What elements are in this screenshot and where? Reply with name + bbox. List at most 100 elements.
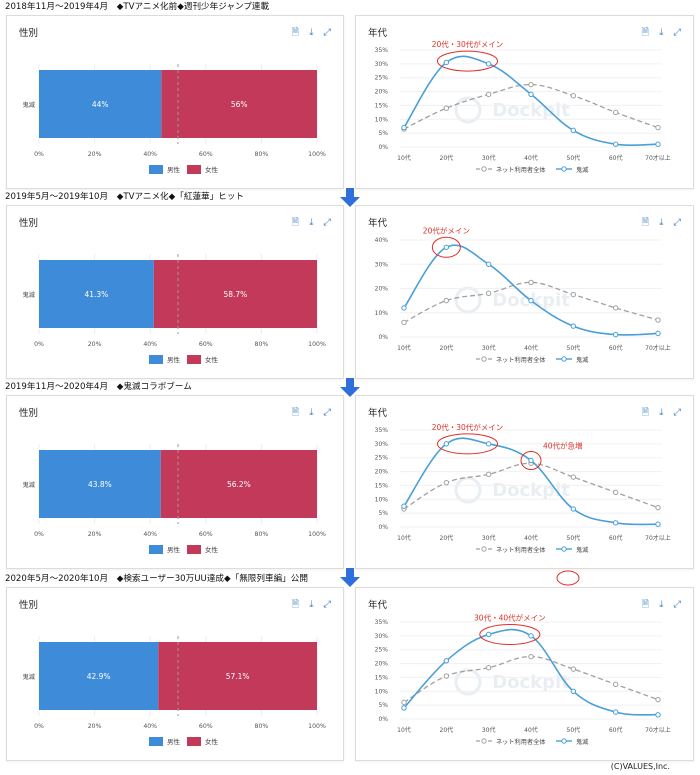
y-tick-label: 15% [375, 102, 389, 109]
female-bar[interactable] [158, 642, 317, 710]
download-icon[interactable]: ⤓ [309, 217, 314, 228]
data-point-all[interactable] [655, 124, 661, 131]
data-point-main[interactable] [655, 141, 661, 147]
data-point-all[interactable] [443, 673, 450, 679]
data-point-all[interactable] [570, 474, 577, 480]
file-icon[interactable]: 🗎 [641, 217, 650, 228]
data-point-main[interactable] [485, 261, 492, 267]
data-point-main[interactable] [570, 688, 577, 694]
data-point-main[interactable] [570, 127, 577, 134]
data-point-all[interactable] [485, 471, 492, 478]
x-tick-label: 10代 [397, 534, 411, 542]
age-chart: Dockpit 0% 5% 10% 15% 20% 25% 30% 35% 10代 20代 30代 40… [375, 612, 671, 746]
data-point-all[interactable] [401, 319, 407, 326]
file-icon[interactable]: 🗎 [291, 217, 300, 228]
data-point-all[interactable] [612, 489, 619, 496]
x-tick-label: 30代 [482, 534, 496, 542]
download-icon[interactable]: ⤓ [309, 407, 314, 418]
file-icon[interactable]: 🗎 [291, 27, 300, 38]
data-point-main[interactable] [401, 503, 407, 509]
data-point-main[interactable] [528, 91, 534, 98]
male-bar[interactable] [39, 450, 161, 518]
data-point-all[interactable] [612, 305, 619, 311]
data-point-main[interactable] [401, 124, 407, 131]
data-point-all[interactable] [570, 93, 577, 99]
data-point-main[interactable] [443, 244, 450, 250]
male-bar[interactable] [39, 642, 159, 710]
file-icon[interactable]: 🗎 [641, 599, 650, 610]
data-point-all[interactable] [443, 105, 450, 111]
male-bar[interactable] [39, 260, 154, 328]
data-point-main[interactable] [612, 141, 619, 147]
file-icon[interactable]: 🗎 [291, 407, 300, 418]
data-point-main[interactable] [612, 520, 619, 526]
data-point-all[interactable] [612, 109, 619, 116]
data-point-main[interactable] [443, 658, 450, 664]
data-point-all[interactable] [443, 297, 450, 304]
data-point-all[interactable] [528, 81, 534, 88]
data-point-all[interactable] [612, 681, 619, 688]
data-point-main[interactable] [655, 330, 661, 337]
data-point-main[interactable] [485, 441, 492, 447]
y-tick-label: 5% [378, 702, 388, 709]
expand-icon[interactable]: ⤢ [673, 599, 681, 610]
data-point-main[interactable] [401, 705, 407, 711]
data-point-main[interactable] [401, 305, 407, 311]
data-point-main[interactable] [612, 709, 619, 715]
data-point-main[interactable] [485, 61, 492, 67]
data-point-all[interactable] [655, 317, 661, 323]
legend-male-swatch [149, 355, 163, 364]
data-point-main[interactable] [570, 506, 577, 512]
file-icon[interactable]: 🗎 [641, 407, 650, 418]
data-point-all[interactable] [485, 290, 492, 297]
y-tick-label: 15% [375, 482, 389, 489]
expand-icon[interactable]: ⤢ [323, 27, 331, 38]
legend-all-label: ネット利用者全体 [496, 356, 546, 364]
download-icon[interactable]: ⤓ [659, 217, 664, 228]
x-tick-label: 20代 [440, 154, 454, 162]
age-panel-title: 年代 [368, 600, 388, 611]
data-point-main[interactable] [655, 712, 661, 718]
data-point-all[interactable] [570, 291, 577, 298]
data-point-main[interactable] [485, 631, 492, 638]
data-point-all[interactable] [570, 666, 577, 672]
data-point-main[interactable] [655, 521, 661, 527]
data-point-all[interactable] [655, 504, 661, 511]
expand-icon[interactable]: ⤢ [673, 217, 681, 228]
x-tick-label: 30代 [482, 726, 496, 734]
data-point-main[interactable] [528, 297, 534, 304]
download-icon[interactable]: ⤓ [309, 27, 314, 38]
female-bar[interactable] [161, 70, 317, 138]
data-point-all[interactable] [401, 699, 407, 706]
expand-icon[interactable]: ⤢ [323, 217, 331, 228]
expand-icon[interactable]: ⤢ [673, 407, 681, 418]
data-point-all[interactable] [528, 653, 534, 660]
download-icon[interactable]: ⤓ [659, 407, 664, 418]
data-point-main[interactable] [528, 633, 534, 639]
data-point-all[interactable] [485, 91, 492, 98]
data-point-main[interactable] [528, 457, 534, 464]
download-icon[interactable]: ⤓ [659, 599, 664, 610]
expand-icon[interactable]: ⤢ [673, 27, 681, 38]
data-point-all[interactable] [443, 479, 450, 486]
legend-all-marker [481, 738, 487, 744]
data-point-main[interactable] [612, 331, 619, 338]
panel-toolbar: 🗎 ⤓ ⤢ [632, 405, 681, 421]
data-point-main[interactable] [570, 323, 577, 329]
download-icon[interactable]: ⤓ [309, 599, 314, 610]
expand-icon[interactable]: ⤢ [323, 407, 331, 418]
female-bar[interactable] [153, 260, 317, 328]
expand-icon[interactable]: ⤢ [323, 599, 331, 610]
male-bar[interactable] [39, 70, 162, 138]
y-tick-label: 0% [378, 334, 388, 341]
data-point-main[interactable] [443, 441, 450, 447]
female-bar[interactable] [160, 450, 317, 518]
file-icon[interactable]: 🗎 [291, 599, 300, 610]
data-point-all[interactable] [485, 665, 492, 671]
data-point-all[interactable] [528, 279, 534, 286]
file-icon[interactable]: 🗎 [641, 27, 650, 38]
data-point-main[interactable] [443, 59, 450, 66]
data-point-all[interactable] [655, 696, 661, 703]
x-tick-label: 10代 [397, 726, 411, 734]
download-icon[interactable]: ⤓ [659, 27, 664, 38]
